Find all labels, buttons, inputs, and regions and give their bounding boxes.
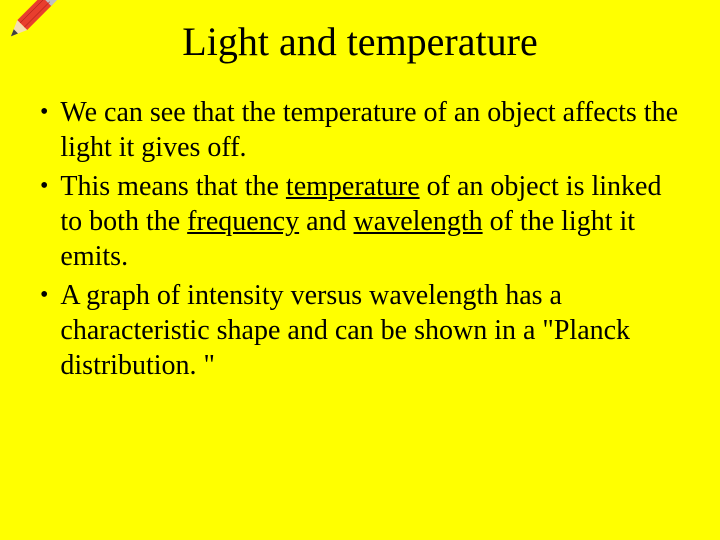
bullet-list: • We can see that the temperature of an o…	[40, 95, 680, 383]
bullet-text: This means that the temperature of an ob…	[60, 169, 680, 274]
bullet-marker: •	[40, 278, 48, 313]
bullet-item: • We can see that the temperature of an o…	[40, 95, 680, 165]
slide-title: Light and temperature	[0, 0, 720, 95]
slide-content: • We can see that the temperature of an o…	[0, 95, 720, 383]
bullet-marker: •	[40, 169, 48, 204]
bullet-item: • This means that the temperature of an o…	[40, 169, 680, 274]
bullet-item: • A graph of intensity versus wavelength …	[40, 278, 680, 383]
bullet-marker: •	[40, 95, 48, 130]
bullet-text: We can see that the temperature of an ob…	[60, 95, 680, 165]
bullet-text: A graph of intensity versus wavelength h…	[60, 278, 680, 383]
pencil-icon	[0, 0, 60, 60]
